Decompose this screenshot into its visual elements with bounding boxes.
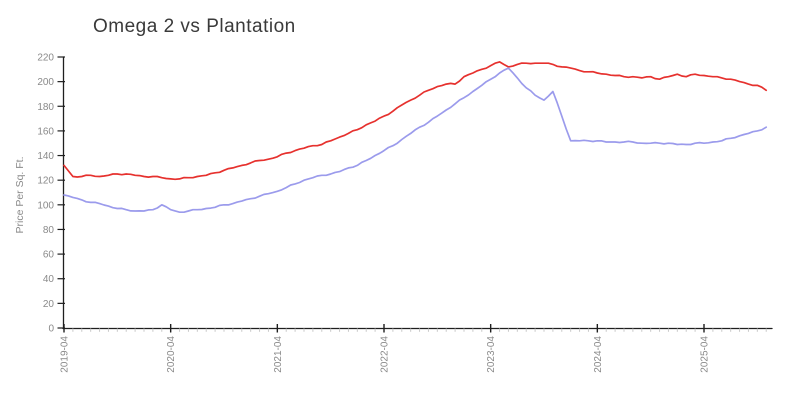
x-tick-label: 2023-04 xyxy=(486,336,497,373)
y-tick-label: 0 xyxy=(48,324,54,335)
x-tick-label: 2019-04 xyxy=(60,336,71,373)
y-tick-label: 160 xyxy=(37,126,54,137)
x-tick-label: 2024-04 xyxy=(593,336,604,373)
x-tick-label: 2022-04 xyxy=(380,336,391,373)
x-tick-label: 2025-04 xyxy=(700,336,711,373)
y-tick-label: 80 xyxy=(43,225,55,236)
axis-ticks: 0 20 40 60 80 100 120 140 160 180 200 220 2019-04 202… xyxy=(37,53,767,373)
x-tick-label: 2021-04 xyxy=(273,336,284,373)
y-tick-label: 120 xyxy=(37,176,54,187)
y-tick-label: 140 xyxy=(37,151,54,162)
series-line-plantation xyxy=(63,67,768,214)
y-tick-label: 40 xyxy=(43,274,55,285)
y-tick-label: 200 xyxy=(37,77,54,88)
y-tick-label: 180 xyxy=(37,102,54,113)
x-tick-label: 2020-04 xyxy=(166,336,177,373)
y-tick-label: 60 xyxy=(43,250,55,261)
axes xyxy=(62,56,773,330)
y-tick-label: 220 xyxy=(37,53,54,64)
y-tick-label: 20 xyxy=(43,299,55,310)
series-line-omega-2 xyxy=(63,61,768,181)
y-axis-label: Price Per Sq. Ft. xyxy=(14,156,26,233)
y-tick-label: 100 xyxy=(37,200,54,211)
series-lines xyxy=(63,61,768,214)
chart-title: Omega 2 vs Plantation xyxy=(93,16,296,37)
